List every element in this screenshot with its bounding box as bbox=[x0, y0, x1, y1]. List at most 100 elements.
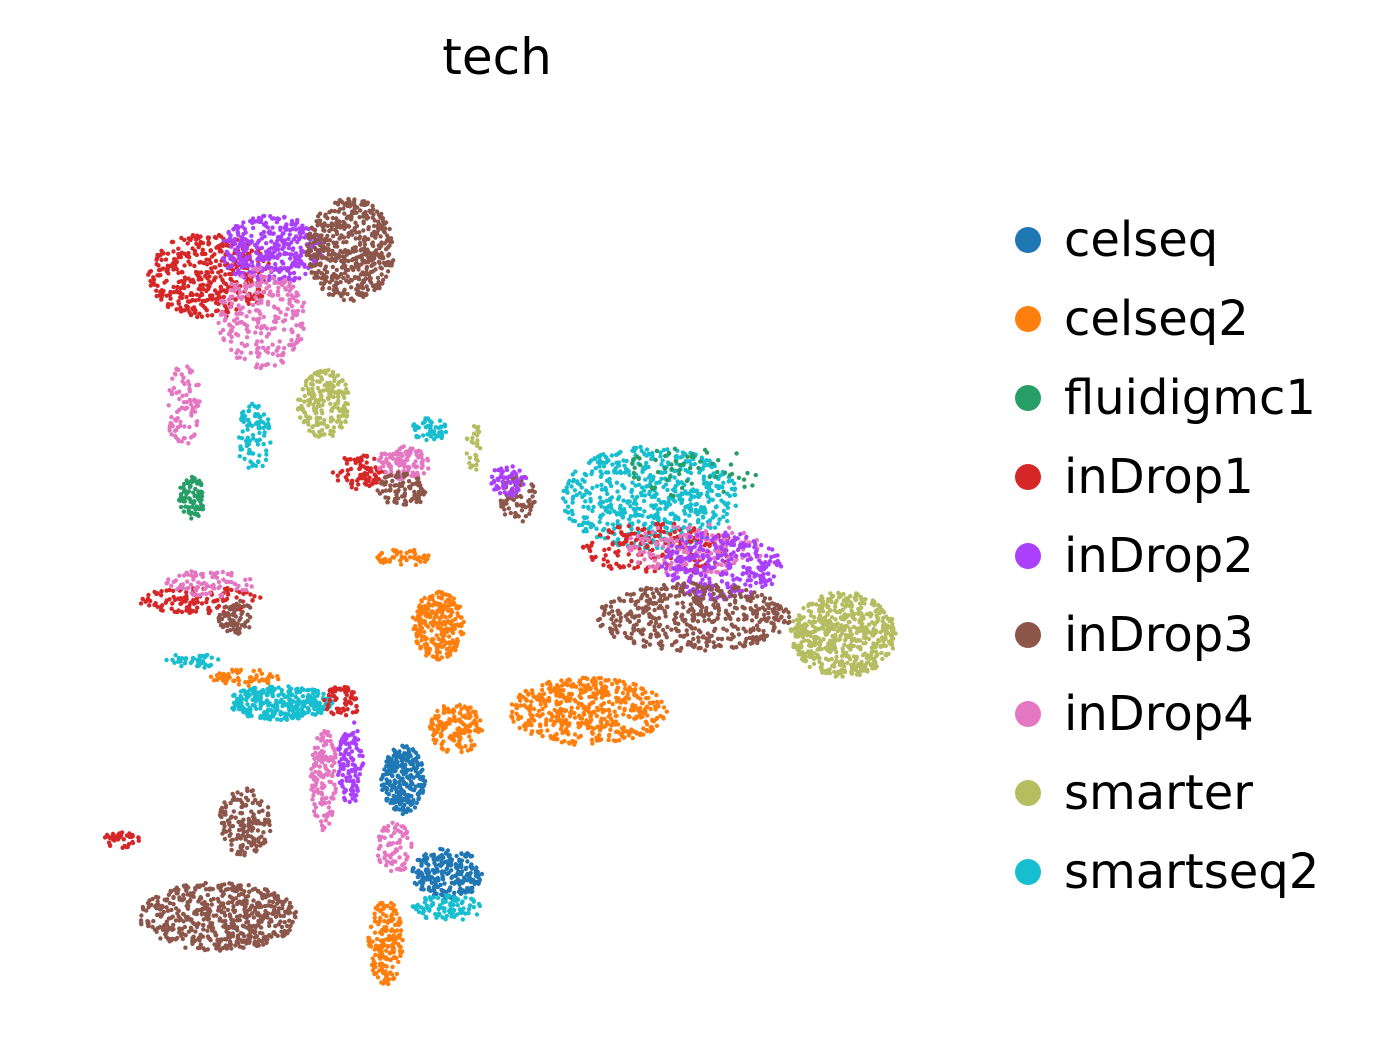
point-inDrop2 bbox=[703, 573, 708, 579]
point-inDrop3 bbox=[422, 490, 428, 495]
point-smarter bbox=[815, 655, 820, 660]
point-inDrop3 bbox=[755, 594, 760, 599]
point-smartseq2 bbox=[565, 490, 570, 495]
point-inDrop4 bbox=[287, 342, 292, 348]
point-inDrop3 bbox=[310, 254, 315, 259]
point-inDrop2 bbox=[284, 267, 290, 272]
point-inDrop3 bbox=[343, 263, 348, 269]
point-smartseq2 bbox=[665, 520, 670, 525]
point-smartseq2 bbox=[255, 420, 260, 425]
point-inDrop3 bbox=[393, 489, 398, 494]
point-inDrop3 bbox=[656, 624, 662, 629]
point-inDrop1 bbox=[165, 251, 171, 256]
point-smarter bbox=[889, 626, 894, 631]
point-smartseq2 bbox=[587, 460, 592, 465]
point-smartseq2 bbox=[239, 416, 244, 422]
point-inDrop3 bbox=[512, 514, 518, 519]
point-fluidigmc1 bbox=[190, 504, 195, 510]
point-inDrop2 bbox=[295, 239, 300, 245]
point-inDrop1 bbox=[207, 279, 212, 284]
point-inDrop2 bbox=[279, 267, 284, 272]
point-inDrop1 bbox=[212, 288, 218, 293]
point-inDrop3 bbox=[743, 629, 748, 634]
point-inDrop3 bbox=[342, 287, 347, 292]
point-inDrop1 bbox=[217, 263, 223, 268]
point-smarter bbox=[851, 624, 857, 630]
point-inDrop4 bbox=[176, 367, 181, 372]
point-fluidigmc1 bbox=[183, 495, 188, 500]
point-inDrop3 bbox=[313, 263, 318, 268]
point-inDrop4 bbox=[388, 464, 393, 469]
point-smarter bbox=[887, 618, 892, 624]
point-inDrop2 bbox=[244, 259, 249, 265]
point-inDrop1 bbox=[154, 288, 159, 293]
point-smartseq2 bbox=[253, 463, 259, 468]
point-inDrop3 bbox=[362, 199, 367, 204]
point-inDrop4 bbox=[419, 452, 424, 457]
point-inDrop1 bbox=[348, 457, 353, 462]
point-inDrop2 bbox=[665, 572, 671, 578]
point-inDrop3 bbox=[521, 502, 526, 508]
point-smarter bbox=[848, 628, 853, 634]
point-fluidigmc1 bbox=[650, 486, 655, 492]
point-inDrop4 bbox=[626, 545, 632, 550]
point-smarter bbox=[304, 413, 309, 419]
point-inDrop2 bbox=[231, 227, 236, 232]
point-smarter bbox=[301, 420, 306, 425]
point-fluidigmc1 bbox=[181, 481, 187, 487]
point-smartseq2 bbox=[701, 474, 707, 479]
point-inDrop4 bbox=[186, 441, 191, 446]
point-inDrop2 bbox=[510, 491, 515, 496]
point-inDrop4 bbox=[227, 305, 233, 310]
point-inDrop3 bbox=[709, 587, 714, 592]
point-smartseq2 bbox=[683, 489, 688, 494]
point-inDrop2 bbox=[291, 237, 297, 242]
point-inDrop1 bbox=[198, 234, 203, 239]
point-inDrop2 bbox=[246, 263, 251, 268]
point-inDrop1 bbox=[213, 300, 219, 305]
point-smarter bbox=[852, 617, 857, 622]
point-inDrop3 bbox=[362, 246, 367, 251]
point-inDrop3 bbox=[658, 603, 663, 609]
point-inDrop3 bbox=[684, 628, 689, 633]
point-smartseq2 bbox=[672, 499, 678, 504]
point-inDrop4 bbox=[240, 274, 245, 279]
point-inDrop1 bbox=[166, 271, 171, 276]
point-smarter bbox=[884, 614, 889, 619]
point-smartseq2 bbox=[705, 490, 710, 495]
point-inDrop1 bbox=[689, 539, 694, 544]
point-smarter bbox=[328, 401, 333, 406]
point-fluidigmc1 bbox=[178, 492, 184, 497]
point-inDrop4 bbox=[245, 292, 250, 298]
point-inDrop2 bbox=[252, 242, 258, 248]
point-smarter bbox=[846, 619, 851, 625]
point-inDrop3 bbox=[338, 198, 344, 204]
point-inDrop4 bbox=[184, 400, 189, 405]
point-inDrop3 bbox=[359, 202, 364, 207]
point-smarter bbox=[870, 633, 876, 638]
point-smartseq2 bbox=[614, 480, 620, 485]
point-smarter bbox=[853, 597, 858, 603]
point-inDrop4 bbox=[394, 449, 400, 454]
point-smarter bbox=[336, 406, 341, 411]
point-inDrop1 bbox=[156, 263, 161, 268]
point-smartseq2 bbox=[661, 447, 667, 453]
point-inDrop1 bbox=[215, 308, 220, 313]
point-smartseq2 bbox=[731, 481, 737, 486]
point-inDrop3 bbox=[346, 280, 352, 285]
point-inDrop2 bbox=[228, 233, 233, 238]
point-fluidigmc1 bbox=[187, 484, 193, 490]
point-inDrop1 bbox=[194, 292, 199, 297]
point-smartseq2 bbox=[594, 484, 600, 489]
point-inDrop2 bbox=[285, 241, 290, 247]
point-inDrop2 bbox=[701, 555, 706, 560]
point-smartseq2 bbox=[250, 463, 255, 468]
point-smarter bbox=[868, 611, 873, 616]
point-inDrop4 bbox=[232, 284, 238, 290]
point-smartseq2 bbox=[672, 475, 677, 480]
point-inDrop3 bbox=[648, 635, 653, 640]
point-inDrop3 bbox=[516, 514, 521, 519]
point-smartseq2 bbox=[255, 459, 261, 464]
point-inDrop3 bbox=[759, 617, 764, 622]
point-smarter bbox=[844, 654, 849, 659]
